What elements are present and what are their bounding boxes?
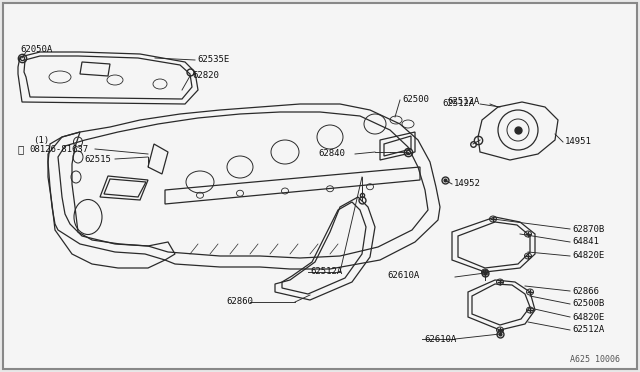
Text: 62866: 62866 xyxy=(572,286,599,295)
FancyBboxPatch shape xyxy=(3,3,637,369)
Text: 62512A: 62512A xyxy=(448,97,480,106)
Text: 62500: 62500 xyxy=(402,96,429,105)
Text: 62512A: 62512A xyxy=(442,99,474,109)
Text: 62500B: 62500B xyxy=(572,299,604,308)
Text: 62512A: 62512A xyxy=(310,267,342,276)
Text: 62535E: 62535E xyxy=(197,55,229,64)
Text: 62610A: 62610A xyxy=(424,334,456,343)
Text: A625 10006: A625 10006 xyxy=(570,356,620,365)
Text: 64841: 64841 xyxy=(572,237,599,247)
Text: 14951: 14951 xyxy=(565,138,592,147)
Text: 62870B: 62870B xyxy=(572,224,604,234)
Text: 62860: 62860 xyxy=(226,298,253,307)
Text: 62512A: 62512A xyxy=(572,326,604,334)
Text: 62840: 62840 xyxy=(318,150,345,158)
Text: 62820: 62820 xyxy=(192,71,219,80)
Text: 62050A: 62050A xyxy=(20,45,52,55)
Text: 08126-81637: 08126-81637 xyxy=(29,144,88,154)
Text: 64820E: 64820E xyxy=(572,312,604,321)
Text: 62515: 62515 xyxy=(84,154,111,164)
Text: (1): (1) xyxy=(33,135,49,144)
Text: 14952: 14952 xyxy=(454,180,481,189)
Text: 64820E: 64820E xyxy=(572,251,604,260)
Text: 62610A: 62610A xyxy=(388,272,420,280)
Text: Ⓑ: Ⓑ xyxy=(18,144,24,154)
